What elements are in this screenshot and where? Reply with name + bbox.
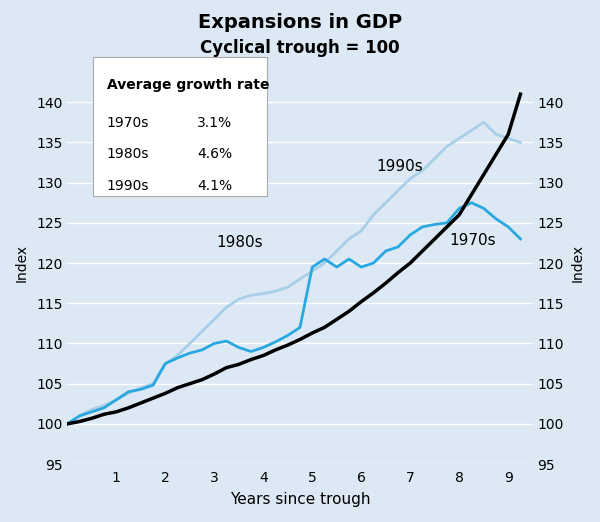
Text: 1980s: 1980s	[107, 147, 149, 161]
Text: Cyclical trough = 100: Cyclical trough = 100	[200, 39, 400, 57]
Y-axis label: Index: Index	[571, 244, 585, 282]
Text: 4.1%: 4.1%	[197, 179, 233, 193]
Text: 1990s: 1990s	[376, 159, 422, 173]
Text: Average growth rate: Average growth rate	[107, 78, 269, 92]
Text: 1980s: 1980s	[217, 235, 263, 250]
X-axis label: Years since trough: Years since trough	[230, 492, 370, 507]
Text: 1990s: 1990s	[107, 179, 149, 193]
Y-axis label: Index: Index	[15, 244, 29, 282]
Text: 1970s: 1970s	[449, 232, 496, 247]
Text: 1970s: 1970s	[107, 115, 149, 129]
Text: 3.1%: 3.1%	[197, 115, 233, 129]
Text: 4.6%: 4.6%	[197, 147, 233, 161]
Text: Expansions in GDP: Expansions in GDP	[198, 13, 402, 32]
